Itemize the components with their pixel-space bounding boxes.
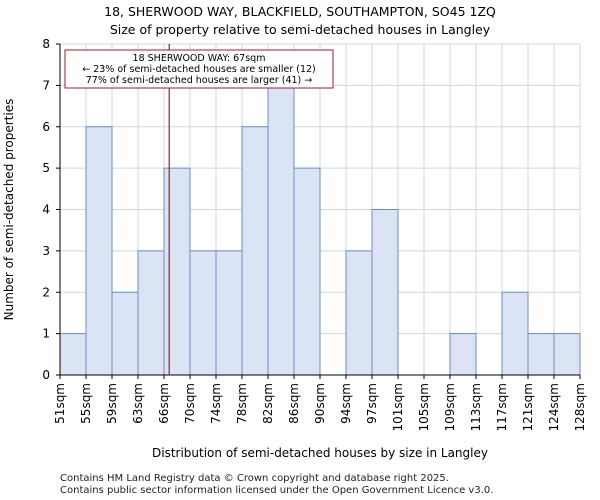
y-tick-label: 8 [42,37,50,51]
x-tick-label: 55sqm [79,383,93,424]
annotation-line-1: 18 SHERWOOD WAY: 67sqm [133,53,266,64]
x-tick-label: 121sqm [521,383,535,431]
x-tick-label: 101sqm [391,383,405,431]
bar-59sqm [111,291,139,376]
bar-124sqm [553,333,581,376]
x-tick-label: 63sqm [131,383,145,424]
x-tick-label: 124sqm [547,383,561,431]
bar-55sqm [85,126,113,376]
x-tick-label: 74sqm [209,383,223,424]
y-tick-label: 2 [42,285,50,299]
bar-86sqm [293,167,321,376]
x-tick-label: 128sqm [573,383,587,431]
x-axis-title: Distribution of semi-detached houses by … [152,446,488,460]
x-tick-label: 82sqm [261,383,275,424]
y-tick-label: 3 [42,244,50,258]
bar-78sqm [241,126,269,376]
x-tick-label: 105sqm [417,383,431,431]
footer-line-1: Contains HM Land Registry data © Crown c… [60,473,449,484]
y-tick-label: 1 [42,327,50,341]
x-tick-label: 97sqm [365,383,379,424]
bar-97sqm [371,209,399,376]
x-tick-label: 86sqm [287,383,301,424]
x-tick-label: 66sqm [157,383,171,424]
bar-94sqm [345,250,373,376]
bar-82sqm [267,84,295,376]
chart: 0 1 2 3 4 5 6 7 8 51sqm 55sqm 59sqm 63sqm 66sqm 70sqm 7… [2,37,587,460]
y-axis-title: Number of semi-detached properties [2,99,16,321]
x-tick-label: 70sqm [183,383,197,424]
x-tick-label: 113sqm [469,383,483,431]
annotation-line-2: ← 23% of semi-detached houses are smalle… [82,64,316,75]
bar-121sqm [527,333,555,376]
bar-74sqm [215,250,243,376]
bar-66sqm [163,167,191,376]
bar-109sqm [449,333,477,376]
footer-line-2: Contains public sector information licen… [60,485,494,496]
bar-70sqm [189,250,217,376]
x-tick-label: 109sqm [443,383,457,431]
x-tick-label: 117sqm [495,383,509,431]
x-tick-label: 51sqm [53,383,67,424]
y-tick-label: 6 [42,120,50,134]
y-tick-label: 0 [42,368,50,382]
x-tick-label: 90sqm [313,383,327,424]
chart-subtitle: Size of property relative to semi-detach… [109,22,491,37]
x-tick-label: 78sqm [235,383,249,424]
annotation-box [64,49,334,89]
x-tick-label: 94sqm [339,383,353,424]
bar-63sqm [137,250,165,376]
y-tick-label: 4 [42,203,50,217]
y-tick-label: 7 [42,78,50,92]
chart-title: 18, SHERWOOD WAY, BLACKFIELD, SOUTHAMPTO… [104,4,496,19]
bar-117sqm [501,291,529,376]
x-tick-label: 59sqm [105,383,119,424]
bar-51sqm [59,333,87,376]
y-tick-label: 5 [42,161,50,175]
annotation-line-3: 77% of semi-detached houses are larger (… [86,75,313,86]
